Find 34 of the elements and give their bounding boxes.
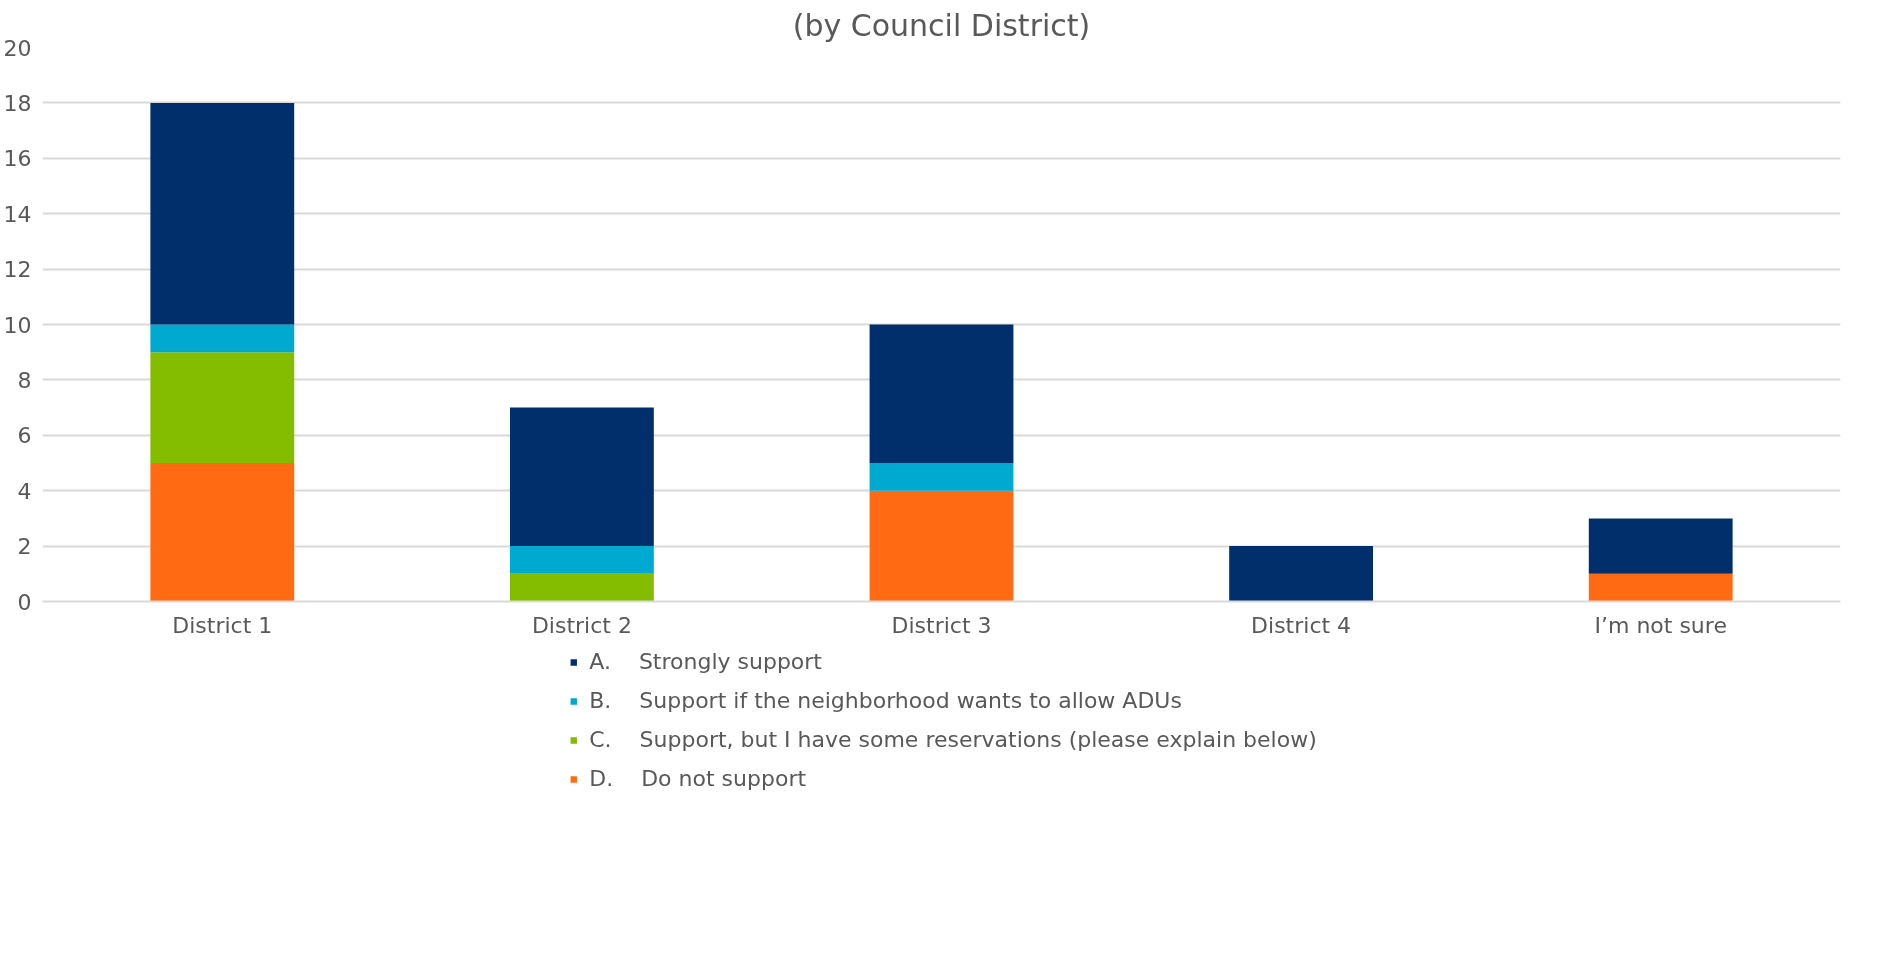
bar: [150, 102, 295, 325]
y-tick-label: 16: [3, 146, 32, 172]
x-tick-label: District 1: [172, 612, 273, 638]
y-tick-label: 2: [17, 534, 32, 560]
y-tick-label: 4: [17, 478, 32, 504]
y-tick-label: 6: [17, 423, 32, 449]
x-tick-label: District 3: [891, 612, 992, 638]
bar: [150, 463, 295, 602]
y-tick-label: 8: [17, 367, 32, 393]
chart-title: (by Council District): [792, 7, 1091, 43]
bar: [509, 546, 654, 574]
bar: [150, 324, 295, 353]
bar: [509, 407, 654, 547]
bar: [509, 573, 654, 602]
bar: [1229, 546, 1374, 602]
bar: [150, 352, 295, 463]
y-tick-label: 18: [3, 90, 32, 116]
y-tick-label: 0: [17, 589, 32, 615]
y-tick-label: 14: [3, 201, 32, 227]
x-tick-label: I’m not sure: [1594, 612, 1727, 638]
legend-label: D. Do not support: [589, 766, 807, 791]
bar: [869, 324, 1014, 463]
bar: [869, 463, 1014, 491]
x-tick-label: District 4: [1251, 612, 1352, 638]
x-tick-label: District 2: [531, 612, 632, 638]
bar: [1588, 518, 1733, 574]
legend-label: B. Support if the neighborhood wants to allow ADUs: [589, 688, 1182, 713]
bar: [869, 490, 1014, 602]
bar: [1588, 573, 1733, 602]
legend-label: A. Strongly support: [589, 649, 823, 674]
y-tick-label: 12: [3, 257, 32, 283]
y-tick-label: 10: [3, 312, 32, 338]
y-tick-label: 20: [3, 35, 32, 61]
legend-label: C. Support, but I have some reservations (please explain below): [589, 727, 1317, 752]
